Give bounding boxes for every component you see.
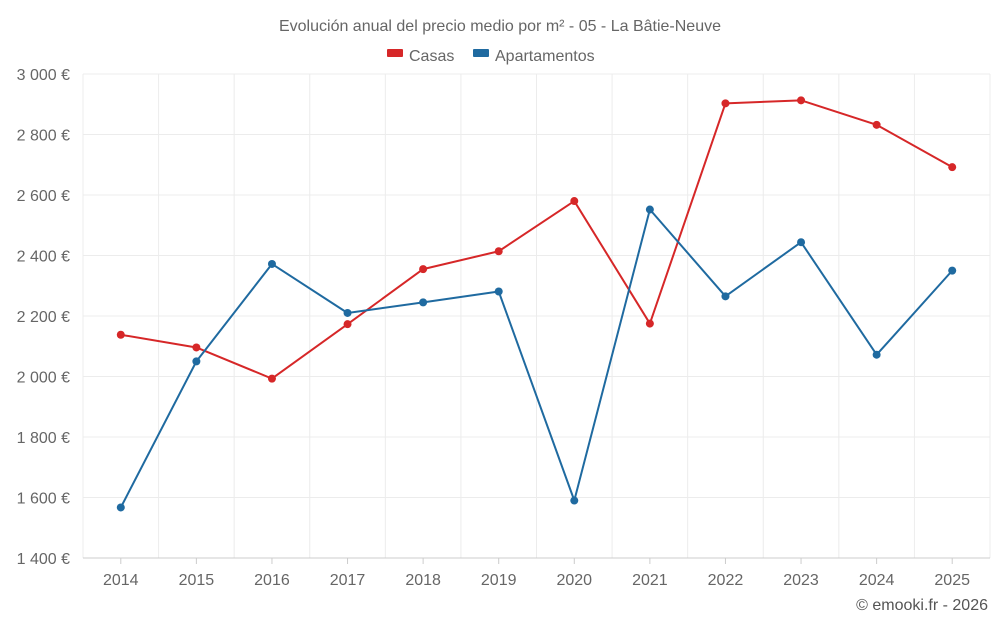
x-tick-label: 2021 <box>632 572 668 589</box>
legend-label-casas: Casas <box>409 48 454 65</box>
y-tick-label: 2 400 € <box>17 249 70 266</box>
data-point-apartamentos[interactable] <box>948 266 957 275</box>
data-point-casas[interactable] <box>116 330 125 339</box>
series-layer <box>116 96 957 512</box>
data-point-apartamentos[interactable] <box>721 292 730 301</box>
x-tick-label: 2017 <box>330 572 366 589</box>
y-tick-label: 2 000 € <box>17 370 70 387</box>
data-point-casas[interactable] <box>872 120 881 129</box>
series-line-casas <box>120 99 953 380</box>
legend-item-apartamentos[interactable]: Apartamentos <box>473 48 595 65</box>
x-tick-label: 2020 <box>556 572 592 589</box>
x-tick-label: 2015 <box>179 572 215 589</box>
legend: Casas Apartamentos <box>387 48 595 65</box>
x-tick-label: 2022 <box>708 572 744 589</box>
x-tick-label: 2023 <box>783 572 819 589</box>
x-tick-label: 2025 <box>934 572 970 589</box>
x-tick-label: 2024 <box>859 572 895 589</box>
x-tick-label: 2014 <box>103 572 139 589</box>
data-point-apartamentos[interactable] <box>797 238 806 247</box>
data-point-casas[interactable] <box>192 343 201 352</box>
grid <box>82 73 991 559</box>
data-point-apartamentos[interactable] <box>494 287 503 296</box>
series-casas <box>116 96 957 383</box>
axes: 1 400 € 1 600 € 1 800 € 2 000 € 2 200 € 2 400… <box>17 67 990 589</box>
x-tick-label: 2016 <box>254 572 290 589</box>
credit-text: © emooki.fr - 2026 <box>856 597 988 614</box>
data-point-casas[interactable] <box>494 247 503 256</box>
data-point-casas[interactable] <box>570 197 579 206</box>
data-point-apartamentos[interactable] <box>419 298 428 307</box>
y-tick-label: 3 000 € <box>17 67 70 84</box>
y-tick-label: 1 600 € <box>17 491 70 508</box>
data-point-casas[interactable] <box>267 374 276 383</box>
data-point-casas[interactable] <box>343 320 352 329</box>
data-point-casas[interactable] <box>948 163 957 172</box>
y-tick-label: 2 200 € <box>17 309 70 326</box>
data-point-casas[interactable] <box>419 265 428 274</box>
x-tick-label: 2019 <box>481 572 517 589</box>
data-point-apartamentos[interactable] <box>343 308 352 317</box>
data-point-apartamentos[interactable] <box>570 496 579 505</box>
data-point-casas[interactable] <box>721 99 730 108</box>
chart-title: Evolución anual del precio medio por m² … <box>279 18 721 35</box>
legend-swatch-casas <box>387 49 403 57</box>
data-point-casas[interactable] <box>645 319 654 328</box>
y-tick-label: 1 400 € <box>17 551 70 568</box>
y-tick-label: 2 600 € <box>17 188 70 205</box>
y-tick-label: 2 800 € <box>17 128 70 145</box>
data-point-apartamentos[interactable] <box>645 205 654 214</box>
legend-swatch-apartamentos <box>473 49 489 57</box>
x-tick-label: 2018 <box>405 572 441 589</box>
data-point-apartamentos[interactable] <box>116 503 125 512</box>
data-point-casas[interactable] <box>797 96 806 105</box>
y-tick-label: 1 800 € <box>17 430 70 447</box>
legend-label-apartamentos: Apartamentos <box>495 48 595 65</box>
data-point-apartamentos[interactable] <box>872 350 881 359</box>
data-point-apartamentos[interactable] <box>192 357 201 366</box>
series-apartamentos <box>116 205 957 512</box>
data-point-apartamentos[interactable] <box>267 259 276 268</box>
series-line-apartamentos <box>119 208 953 508</box>
legend-item-casas[interactable]: Casas <box>387 48 454 65</box>
